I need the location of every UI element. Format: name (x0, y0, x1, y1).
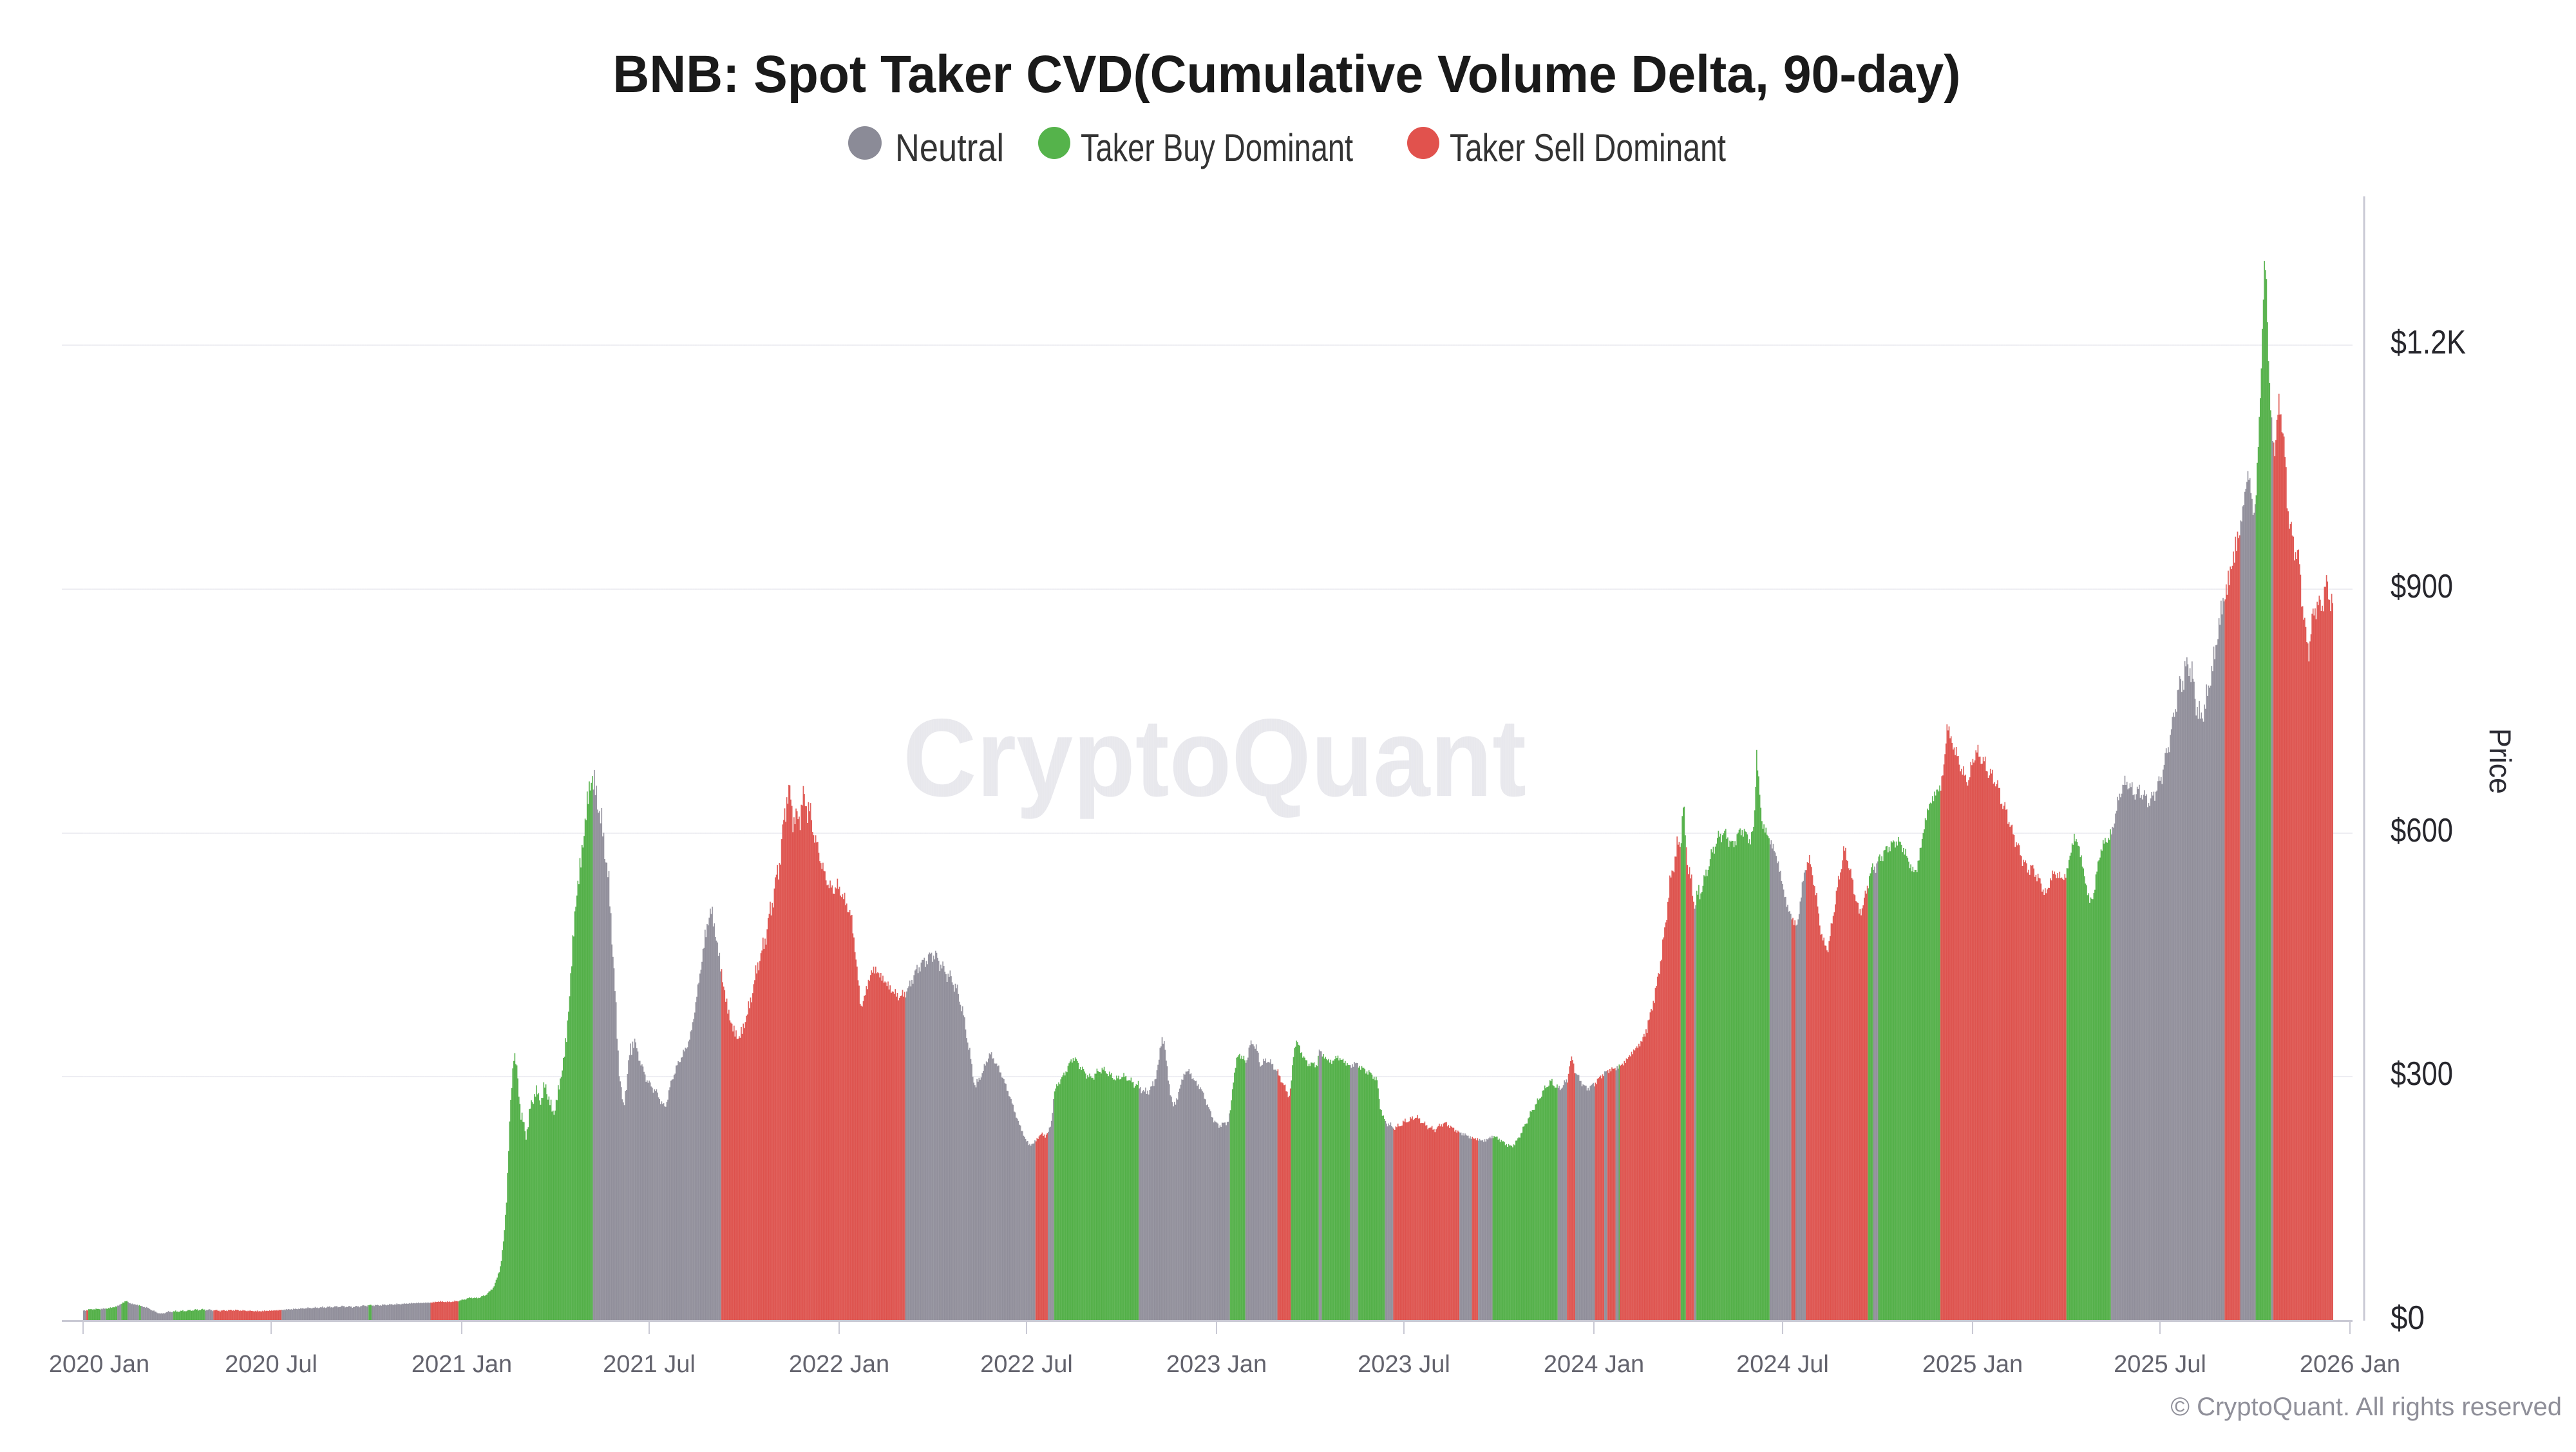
svg-text:$0: $0 (2391, 1299, 2425, 1337)
svg-text:Neutral: Neutral (895, 126, 1004, 169)
svg-text:2021 Jul: 2021 Jul (603, 1351, 696, 1378)
svg-text:Taker Buy Dominant: Taker Buy Dominant (1081, 126, 1353, 169)
svg-text:© CryptoQuant. All rights rese: © CryptoQuant. All rights reserved (2171, 1393, 2562, 1421)
svg-text:2020 Jul: 2020 Jul (225, 1351, 317, 1378)
svg-text:$300: $300 (2391, 1055, 2453, 1093)
svg-text:2020 Jan: 2020 Jan (49, 1351, 149, 1378)
svg-text:2025 Jul: 2025 Jul (2114, 1351, 2206, 1378)
svg-text:2023 Jan: 2023 Jan (1166, 1351, 1267, 1378)
svg-text:Price: Price (2483, 728, 2517, 794)
svg-text:$900: $900 (2391, 568, 2453, 605)
svg-text:Taker Sell Dominant: Taker Sell Dominant (1450, 126, 1726, 169)
svg-text:2024 Jan: 2024 Jan (1544, 1351, 1644, 1378)
svg-text:2026 Jan: 2026 Jan (2300, 1351, 2400, 1378)
svg-text:2023 Jul: 2023 Jul (1358, 1351, 1450, 1378)
svg-text:2022 Jul: 2022 Jul (980, 1351, 1073, 1378)
svg-text:$600: $600 (2391, 812, 2453, 849)
svg-text:$1.2K: $1.2K (2391, 324, 2466, 361)
svg-text:2022 Jan: 2022 Jan (789, 1351, 889, 1378)
svg-text:2025 Jan: 2025 Jan (1922, 1351, 2023, 1378)
svg-text:2021 Jan: 2021 Jan (412, 1351, 512, 1378)
svg-text:2024 Jul: 2024 Jul (1736, 1351, 1829, 1378)
svg-text:BNB: Spot Taker CVD(Cumulative: BNB: Spot Taker CVD(Cumulative Volume De… (613, 45, 1961, 104)
